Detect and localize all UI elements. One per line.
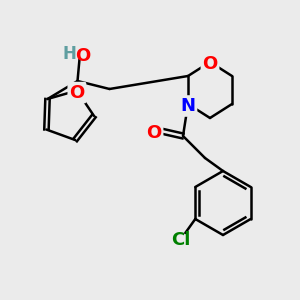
Text: O: O [146, 124, 162, 142]
Text: N: N [181, 97, 196, 115]
Text: O: O [75, 47, 90, 65]
Text: O: O [202, 55, 217, 73]
Text: O: O [69, 84, 85, 102]
Text: Cl: Cl [172, 231, 191, 249]
Text: H: H [63, 45, 76, 63]
